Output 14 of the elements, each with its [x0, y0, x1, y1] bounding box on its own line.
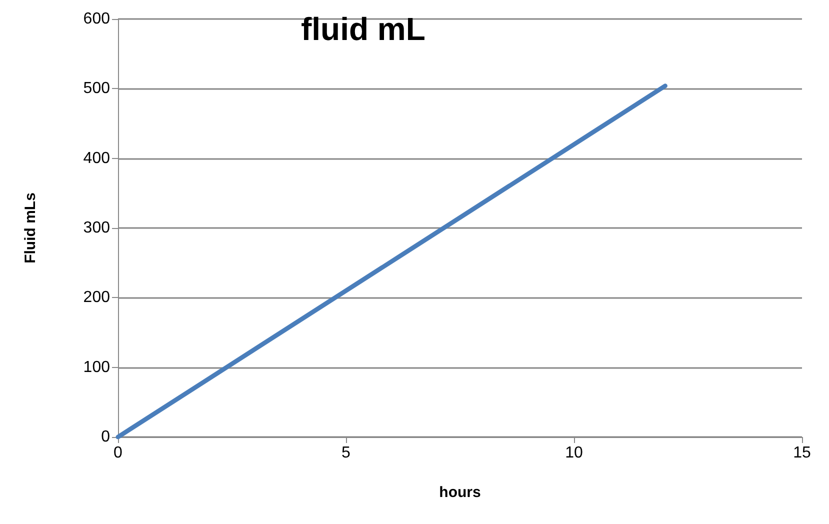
y-tick-label: 600 — [83, 10, 110, 28]
x-axis-title: hours — [439, 484, 481, 501]
x-tick-label: 15 — [793, 444, 811, 462]
y-tick-label: 100 — [83, 358, 110, 376]
chart-title: fluid mL — [301, 11, 426, 47]
y-tick-label: 0 — [101, 428, 110, 446]
x-tick-label: 5 — [342, 444, 351, 462]
x-tick-label: 10 — [565, 444, 583, 462]
x-tick-label: 0 — [114, 444, 123, 462]
y-axis-title: Fluid mLs — [22, 192, 39, 264]
y-tick-label: 200 — [83, 289, 110, 306]
y-tick-label: 500 — [83, 80, 110, 98]
y-tick-label: 300 — [83, 220, 110, 236]
y-tick-label: 400 — [83, 150, 110, 167]
